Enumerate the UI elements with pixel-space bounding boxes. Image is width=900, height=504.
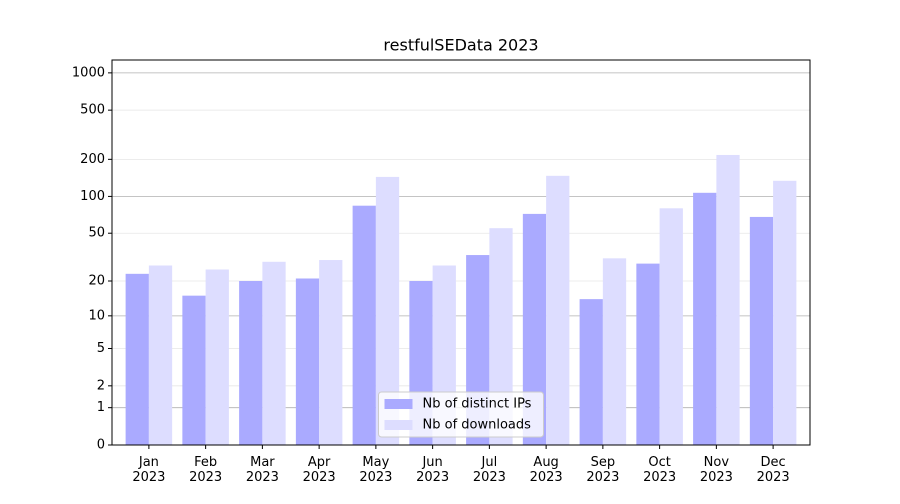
y-tick-label: 100 [80,189,105,204]
bar [546,175,570,445]
bar [522,213,547,445]
bar [489,228,513,445]
legend-label: Nb of downloads [423,418,532,433]
x-tick-label: Oct 2023 [643,455,676,485]
legend-swatch [384,399,413,409]
x-tick-label: Aug 2023 [530,455,563,485]
bar [636,263,660,445]
bar [375,176,400,445]
y-tick-label: 1000 [72,65,105,80]
bar [659,208,683,445]
x-tick-label: Apr 2023 [303,455,336,485]
y-tick-label: 10 [88,308,105,323]
x-tick-label: Jan 2023 [132,455,165,485]
y-tick-label: 20 [88,274,105,289]
y-tick-label: 1 [97,400,105,415]
bar [295,278,320,445]
bar [182,295,206,445]
bar [602,258,627,445]
bar [262,261,286,445]
bar [773,180,797,445]
y-tick-label: 0 [97,438,105,453]
y-tick-label: 5 [97,341,105,356]
x-tick-label: Feb 2023 [189,455,222,485]
x-tick-label: Jul 2023 [473,455,506,485]
x-tick-label: May 2023 [359,455,392,485]
bar [716,154,740,445]
bar [205,269,229,445]
legend-swatch [384,420,413,430]
plot-frame [111,59,811,446]
bar [693,192,717,445]
legend-box [378,391,544,438]
x-tick-label: Nov 2023 [700,455,733,485]
bar [319,260,343,445]
bar [579,299,603,445]
bar [352,205,376,445]
y-tick-label: 500 [80,103,105,118]
bar [749,216,774,445]
y-tick-label: 2 [97,378,105,393]
bar [239,281,263,445]
x-tick-label: Mar 2023 [246,455,279,485]
x-tick-label: Jun 2023 [416,455,449,485]
chart-title: restfulSEData 2023 [383,36,538,55]
bar [148,265,173,445]
x-tick-label: Dec 2023 [757,455,790,485]
bar [125,273,149,445]
legend: Nb of distinct IPs Nb of downloads [378,391,544,438]
y-tick-label: 50 [88,226,105,241]
y-tick-label: 200 [80,152,105,167]
legend-label: Nb of distinct IPs [423,397,532,412]
x-tick-label: Sep 2023 [586,455,619,485]
